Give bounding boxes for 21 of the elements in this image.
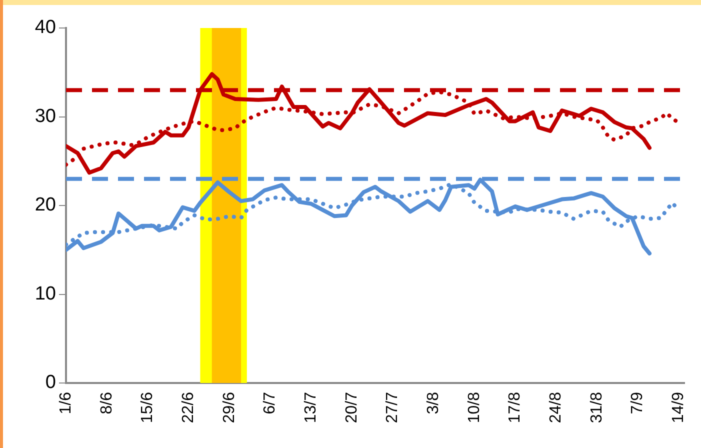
- x-tick-label: 10/8: [466, 392, 483, 424]
- x-tick-label: 27/7: [384, 392, 402, 424]
- x-tick-label: 24/8: [548, 392, 565, 424]
- y-tick-label: 0: [45, 372, 56, 394]
- y-tick-label: 30: [34, 106, 56, 127]
- x-tick-label: 17/8: [506, 392, 524, 424]
- x-tick-label: 29/6: [220, 392, 238, 424]
- x-tick-label: 7/9: [629, 392, 646, 414]
- x-tick-label: 22/6: [180, 392, 197, 424]
- y-tick-label: 10: [34, 283, 56, 304]
- x-tick-label: 31/8: [588, 392, 606, 424]
- x-tick-label: 15/6: [139, 392, 156, 424]
- y-tick-label: 40: [34, 17, 56, 38]
- x-tick-label: 14/9: [670, 392, 688, 424]
- x-tick-label: 3/8: [425, 392, 442, 414]
- x-tick-label: 20/7: [343, 392, 360, 424]
- x-tick-label: 8/6: [98, 392, 116, 414]
- x-tick-label: 13/7: [302, 392, 320, 424]
- y-tick-label: 20: [34, 194, 56, 216]
- x-tick-label: 1/6: [57, 392, 74, 414]
- x-tick-label: 6/7: [262, 392, 279, 414]
